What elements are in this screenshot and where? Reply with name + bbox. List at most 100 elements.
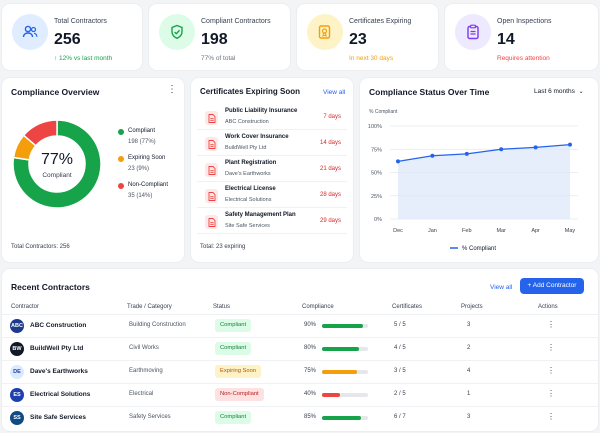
row-actions-menu-icon[interactable]: ⋮: [547, 320, 555, 329]
stat-value: 256: [54, 31, 81, 48]
x-tick-label: May: [565, 228, 576, 234]
table-row[interactable]: ABC ABC Construction Building Constructi…: [2, 314, 598, 336]
compliance-percent: 85%: [304, 414, 317, 420]
stat-subtext: In next 30 days: [349, 55, 394, 62]
table-row[interactable]: BW BuildWell Pty Ltd Civil Works Complia…: [2, 337, 598, 359]
certificate-row[interactable]: Plant Registration Dave's Earthworks 21 …: [197, 158, 347, 182]
stat-label: Certificates Expiring: [349, 18, 412, 25]
certificate-name: Work Cover Insurance: [225, 134, 289, 140]
contractor-name[interactable]: ABC Construction: [30, 322, 87, 329]
row-actions-menu-icon[interactable]: ⋮: [547, 366, 555, 375]
contractor-avatar: BW: [10, 342, 24, 356]
data-point[interactable]: [499, 147, 504, 152]
row-actions-menu-icon[interactable]: ⋮: [547, 412, 555, 421]
contractor-name[interactable]: BuildWell Pty Ltd: [30, 345, 84, 352]
stat-value: 14: [497, 31, 515, 48]
donut-center-percent: 77%: [40, 151, 74, 168]
column-header: Status: [213, 304, 231, 310]
column-header: Contractor: [11, 304, 40, 310]
legend-label: Compliant: [128, 128, 156, 134]
legend-value: 23 (9%): [128, 166, 150, 172]
stat-card-compliant-contractors[interactable]: Compliant Contractors 198 77% of total: [149, 4, 290, 70]
time-range-dropdown[interactable]: Last 6 months ⌄: [534, 88, 584, 95]
projects-count: 2: [467, 345, 471, 351]
projects-count: 3: [467, 414, 471, 420]
compliance-progress-bar: [322, 393, 368, 397]
column-header: Compliance: [302, 304, 334, 310]
stat-label: Compliant Contractors: [201, 18, 271, 25]
column-header: Certificates: [392, 304, 423, 310]
certificates-total: Total: 23 expiring: [200, 244, 246, 250]
compliance-line-chart: 0% 25% 50% 75% 100% Dec Jan Feb Mar Apr May % Compl…: [368, 124, 578, 252]
data-point[interactable]: [533, 145, 538, 150]
data-point[interactable]: [568, 142, 572, 147]
data-point[interactable]: [430, 153, 435, 158]
x-tick-label: Dec: [393, 228, 403, 234]
compliance-percent: 40%: [304, 391, 317, 397]
donut-center-label: Compliant: [42, 172, 72, 179]
certificates-count: 6 / 7: [394, 414, 406, 420]
certificate-row[interactable]: Electrical License Electrical Solutions …: [197, 184, 347, 208]
certificate-row[interactable]: Work Cover Insurance BuildWell Pty Ltd 1…: [197, 132, 347, 156]
days-remaining: 21 days: [319, 166, 341, 172]
stat-card-total-contractors[interactable]: Total Contractors 256 ↑ 12% vs last mont…: [2, 4, 142, 70]
projects-count: 4: [467, 368, 471, 374]
status-badge: Compliant: [215, 342, 252, 355]
compliance-progress-bar: [322, 347, 368, 351]
shield-check-icon: [159, 14, 195, 50]
legend-dot: [118, 129, 124, 135]
y-tick-label: 75%: [371, 147, 382, 153]
certificate-company: Dave's Earthworks: [225, 171, 271, 177]
row-actions-menu-icon[interactable]: ⋮: [547, 343, 555, 352]
clipboard-icon: [455, 14, 491, 50]
contractor-name[interactable]: Dave's Earthworks: [30, 368, 88, 375]
days-remaining: 28 days: [319, 192, 341, 198]
certificate-row[interactable]: Public Liability Insurance ABC Construct…: [197, 106, 347, 130]
certificate-name: Plant Registration: [225, 160, 277, 166]
data-point[interactable]: [464, 151, 469, 156]
certificates-count: 2 / 5: [394, 391, 406, 397]
table-row[interactable]: ES Electrical Solutions Electrical Non-C…: [2, 383, 598, 405]
y-tick-label: 50%: [371, 171, 382, 177]
stat-label: Total Contractors: [54, 18, 107, 25]
compliance-overview-title: Compliance Overview: [11, 87, 100, 97]
add-contractor-button[interactable]: + Add Contractor: [520, 278, 584, 294]
data-point[interactable]: [396, 159, 400, 164]
certificate-name: Electrical License: [225, 186, 276, 192]
total-contractors-note: Total Contractors: 256: [11, 244, 70, 250]
y-axis-label: % Compliant: [369, 109, 398, 115]
contractor-name[interactable]: Site Safe Services: [30, 414, 87, 421]
stat-card-open-inspections[interactable]: Open Inspections 14 Requires attention: [445, 4, 598, 70]
legend-dot: [118, 156, 124, 162]
y-tick-label: 0%: [374, 217, 382, 223]
certificates-count: 3 / 5: [394, 368, 406, 374]
stat-card-certificates-expiring[interactable]: Certificates Expiring 23 In next 30 days: [297, 4, 438, 70]
y-tick-label: 100%: [368, 124, 382, 130]
recent-contractors-title: Recent Contractors: [11, 282, 90, 292]
series-line: [397, 143, 571, 162]
certificate-name: Safety Management Plan: [225, 212, 296, 218]
column-header: Actions: [538, 304, 558, 310]
column-header: Trade / Category: [127, 304, 172, 310]
row-actions-menu-icon[interactable]: ⋮: [547, 389, 555, 398]
certificate-row[interactable]: Safety Management Plan Site Safe Service…: [197, 210, 347, 234]
recent-contractors-panel: [2, 269, 598, 431]
more-options-icon[interactable]: ⋮: [167, 84, 177, 95]
table-row[interactable]: DE Dave's Earthworks Earthmoving Expirin…: [2, 360, 598, 382]
contractor-avatar: ABC: [10, 319, 24, 333]
view-all-contractors-link[interactable]: View all: [490, 284, 513, 291]
contractor-name[interactable]: Electrical Solutions: [30, 391, 91, 398]
compliance-percent: 90%: [304, 322, 317, 328]
certificate-company: ABC Construction: [225, 119, 269, 125]
status-badge: Expiring Soon: [215, 365, 262, 378]
view-all-certificates-link[interactable]: View all: [323, 89, 346, 96]
certificates-count: 4 / 5: [394, 345, 406, 351]
column-header: Projects: [461, 304, 483, 310]
table-row[interactable]: SS Site Safe Services Safety Services Co…: [2, 406, 598, 428]
legend-value: 35 (14%): [128, 193, 153, 199]
donut-segment-compliant: [12, 119, 102, 209]
compliance-progress-bar: [322, 370, 368, 374]
x-tick-label: Feb: [462, 228, 471, 234]
series-area: [398, 144, 570, 219]
compliance-progress-fill: [322, 416, 362, 420]
